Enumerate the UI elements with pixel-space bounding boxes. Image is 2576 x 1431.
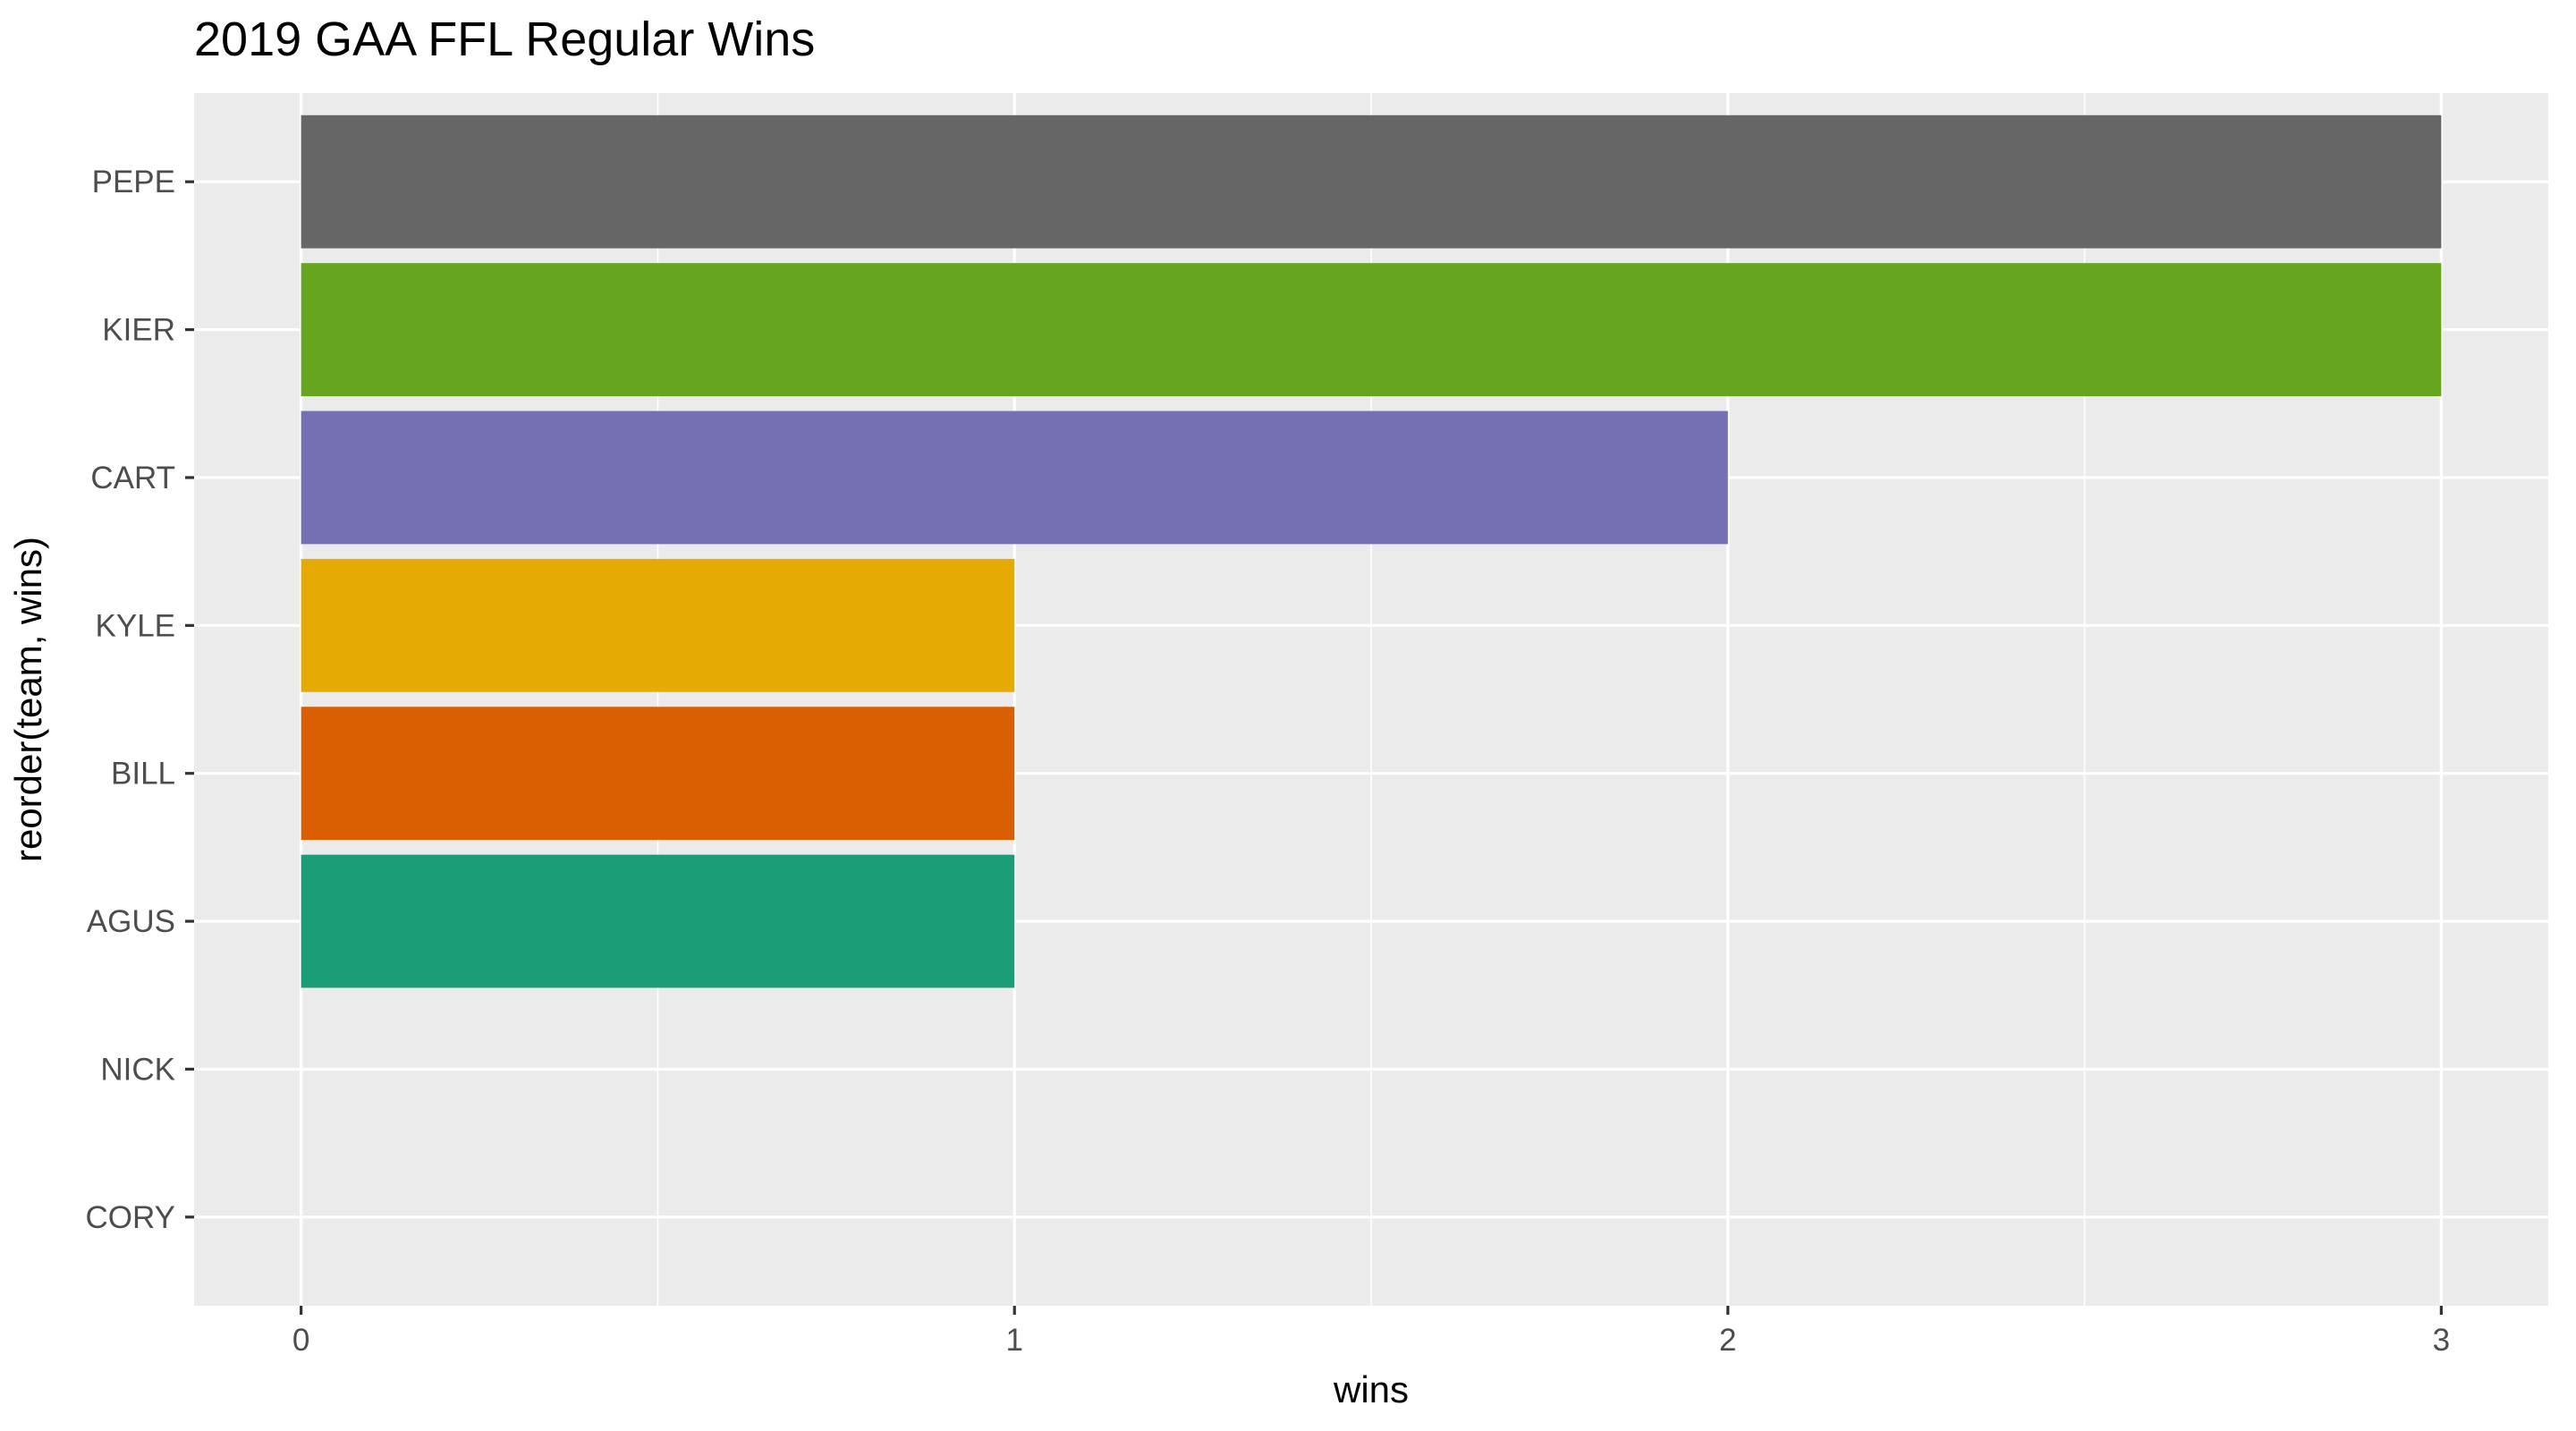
x-tick-label: 0 [292, 1323, 309, 1358]
x-axis: 0 1 2 3 [292, 1306, 2450, 1358]
y-tick-label-pepe: PEPE [92, 165, 175, 199]
y-tick-label-agus: AGUS [87, 904, 175, 939]
bar-cart [301, 411, 1728, 545]
y-tick-label-bill: BILL [111, 757, 175, 792]
x-tick-label: 1 [1005, 1323, 1022, 1358]
y-tick-label-kyle: KYLE [96, 608, 176, 643]
x-axis-title: wins [1333, 1368, 1409, 1410]
y-tick-label-cart: CART [90, 461, 175, 495]
chart-title: 2019 GAA FFL Regular Wins [194, 13, 815, 66]
bar-kier [301, 263, 2442, 396]
bars [301, 114, 2442, 988]
y-tick-label-nick: NICK [100, 1052, 175, 1087]
bar-pepe [301, 114, 2442, 249]
bar-agus [301, 854, 1015, 988]
y-tick-label-cory: CORY [86, 1200, 176, 1235]
y-axis: PEPE KIER CART KYLE BILL AGUS NICK CORY [86, 165, 194, 1235]
bar-kyle [301, 558, 1015, 692]
y-tick-label-kier: KIER [102, 313, 175, 348]
x-tick-label: 3 [2433, 1323, 2450, 1358]
x-tick-label: 2 [1719, 1323, 1736, 1358]
y-axis-title: reorder(team, wins) [7, 537, 49, 862]
bar-bill [301, 707, 1015, 841]
